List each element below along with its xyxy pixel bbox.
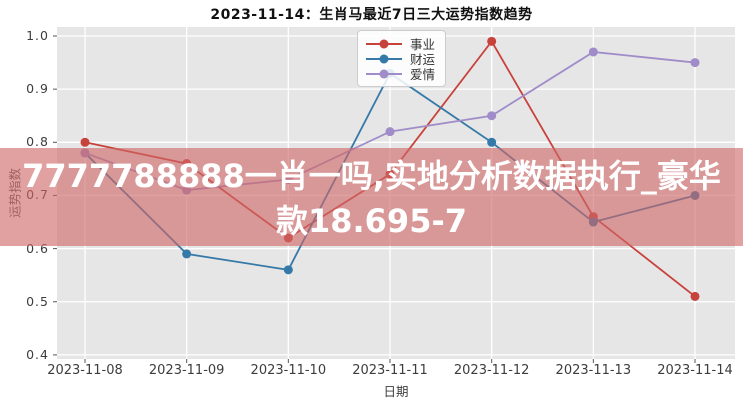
data-point — [385, 127, 395, 137]
data-point — [690, 291, 700, 301]
y-tick-label: 0.4 — [26, 346, 49, 362]
x-tick-label: 2023-11-14 — [657, 363, 733, 378]
data-point — [690, 58, 700, 68]
legend-label-wealth: 财运 — [410, 52, 436, 67]
y-tick-label: 0.9 — [26, 81, 49, 97]
data-point — [487, 36, 497, 46]
legend-entry-wealth: 财运 — [366, 51, 436, 67]
legend-label-career: 事业 — [410, 37, 436, 52]
love-line-swatch-icon — [366, 69, 402, 78]
data-point — [80, 137, 90, 147]
y-tick-label: 0.8 — [26, 134, 49, 150]
x-tick-label: 2023-11-10 — [250, 363, 327, 378]
watermark-text-line2: 款18.695-7 — [275, 202, 468, 240]
data-point — [487, 137, 497, 147]
watermark-text-line1: 7777788888一肖一吗,实地分析数据执行_豪华 — [22, 157, 721, 195]
x-axis-label: 日期 — [383, 384, 409, 399]
data-point — [487, 111, 497, 121]
wealth-line-swatch-icon — [366, 54, 402, 63]
x-tick-label: 2023-11-12 — [453, 363, 530, 378]
x-tick-label: 2023-11-08 — [47, 363, 123, 378]
career-line-swatch-icon — [366, 39, 402, 48]
data-point — [182, 249, 192, 259]
x-tick-label: 2023-11-11 — [352, 363, 428, 378]
watermark-banner: 7777788888一肖一吗,实地分析数据执行_豪华 款18.695-7 — [0, 148, 743, 246]
x-tick-label: 2023-11-13 — [555, 363, 632, 378]
data-point — [588, 47, 598, 57]
legend-label-love: 爱情 — [410, 67, 436, 82]
data-point — [283, 265, 293, 275]
legend: 事业 财运 爱情 — [357, 30, 447, 87]
chart-title: 2023-11-14：生肖马最近7日三大运势指数趋势 — [210, 7, 533, 23]
y-tick-label: 0.5 — [26, 293, 49, 309]
x-tick-label: 2023-11-09 — [148, 363, 225, 378]
legend-entry-love: 爱情 — [366, 66, 436, 82]
y-tick-label: 1.0 — [26, 28, 49, 43]
legend-entry-career: 事业 — [366, 36, 436, 52]
